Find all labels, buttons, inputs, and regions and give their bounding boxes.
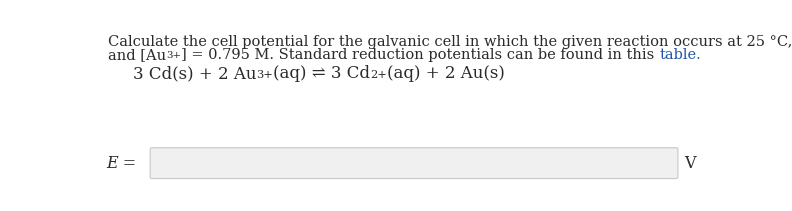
FancyBboxPatch shape <box>150 148 678 179</box>
Text: 2+: 2+ <box>371 70 387 80</box>
Text: 3+: 3+ <box>166 51 181 61</box>
Text: E =: E = <box>107 155 137 172</box>
Text: (aq) ⇌ 3 Cd: (aq) ⇌ 3 Cd <box>273 65 371 82</box>
Text: 3 Cd(s) + 2 Au: 3 Cd(s) + 2 Au <box>133 65 257 82</box>
Text: 3+: 3+ <box>257 70 273 80</box>
Text: Calculate the cell potential for the galvanic cell in which the given reaction o: Calculate the cell potential for the gal… <box>109 35 792 49</box>
Text: (aq) + 2 Au(s): (aq) + 2 Au(s) <box>387 65 505 82</box>
Text: and [Au: and [Au <box>109 48 166 62</box>
Text: V: V <box>684 155 695 172</box>
Text: ] = 0.795 M. Standard reduction potentials can be found in this: ] = 0.795 M. Standard reduction potentia… <box>181 48 659 62</box>
Text: table.: table. <box>659 48 701 62</box>
